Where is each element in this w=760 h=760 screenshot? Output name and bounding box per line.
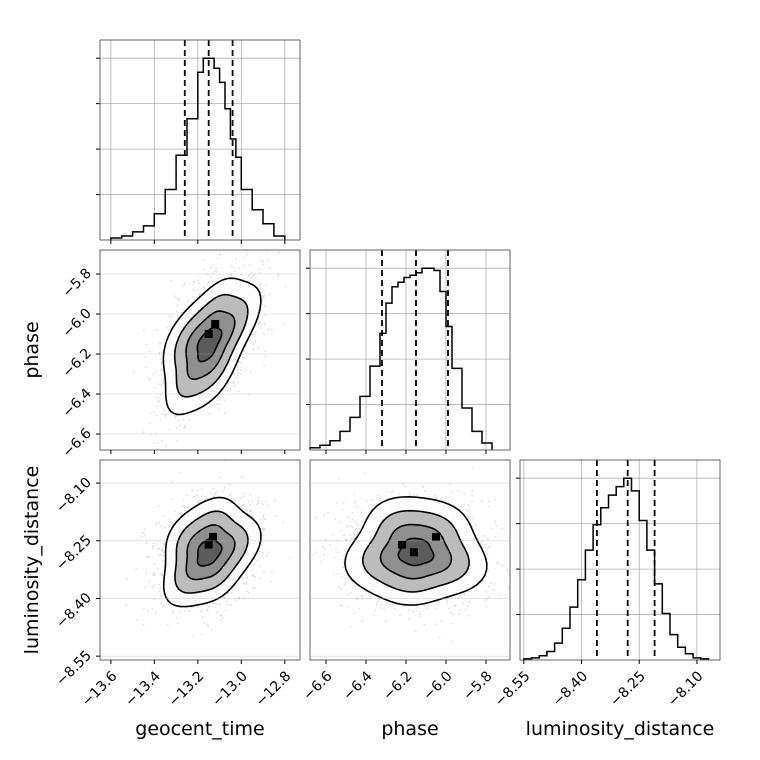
histogram-step [309, 267, 493, 450]
x-tick-label: −13.4 [122, 668, 164, 710]
x-axis-label: phase [381, 718, 438, 740]
x-tick-label: −8.25 [607, 668, 649, 710]
contour-line [361, 509, 470, 593]
contour-line [174, 510, 249, 594]
y-tick-label: −6.6 [59, 425, 94, 460]
x-axis-label: luminosity_distance [526, 718, 715, 740]
y-tick-label: −8.25 [53, 532, 95, 574]
histogram-step [523, 477, 710, 660]
density-peak [209, 532, 218, 541]
x-tick-label: −13.6 [79, 668, 121, 710]
x-tick-label: −8.10 [665, 668, 707, 710]
x-tick-label: −5.8 [460, 668, 495, 703]
density-peak [398, 540, 406, 549]
panel-frame [99, 39, 301, 241]
y-axis-label: luminosity_distance [21, 466, 43, 655]
x-tick-label: −12.8 [253, 668, 295, 710]
y-tick-label: −8.40 [53, 590, 95, 632]
panel-frame [309, 459, 511, 661]
y-tick-label: −8.10 [53, 475, 95, 517]
contour-line [173, 293, 249, 398]
y-tick-label: −8.55 [53, 648, 95, 690]
y-tick-label: −6.4 [59, 385, 94, 420]
contour-line [379, 523, 453, 580]
contour-line [162, 277, 262, 416]
x-tick-label: −8.40 [549, 668, 591, 710]
contour-line [185, 310, 236, 380]
x-tick-label: −6.6 [300, 668, 335, 703]
histogram-geocent_time [96, 39, 301, 241]
histogram-phase [306, 249, 511, 451]
histogram-step [110, 57, 286, 240]
panel-frame [309, 249, 511, 451]
x-axis-label: geocent_time [135, 718, 264, 740]
contour-line [162, 496, 262, 608]
panel-frame [519, 459, 721, 661]
histogram-luminosity_distance [516, 459, 721, 661]
panel-frame [99, 459, 301, 661]
contour-line [344, 495, 488, 606]
density-peak [204, 330, 213, 338]
density-peak [211, 320, 220, 328]
y-axis-label: phase [21, 321, 43, 378]
x-tick-label: −13.2 [166, 668, 208, 710]
y-tick-label: −6.0 [59, 306, 94, 341]
density-peak [432, 532, 440, 541]
x-tick-label: −6.4 [340, 668, 375, 703]
panel-geocent_time-vs-luminosity_distance [99, 459, 301, 661]
panel-phase-vs-luminosity_distance [309, 459, 511, 661]
y-tick-label: −5.8 [59, 266, 94, 301]
contour-line [185, 524, 236, 581]
density-peak [204, 540, 213, 549]
panel-frame [99, 249, 301, 451]
panel-geocent_time-vs-phase [99, 249, 301, 451]
x-tick-label: −13.0 [209, 668, 251, 710]
density-peak [410, 548, 418, 557]
x-tick-label: −6.2 [380, 668, 415, 703]
y-tick-label: −6.2 [59, 346, 94, 381]
x-tick-label: −6.0 [420, 668, 455, 703]
x-tick-label: −8.55 [492, 668, 534, 710]
